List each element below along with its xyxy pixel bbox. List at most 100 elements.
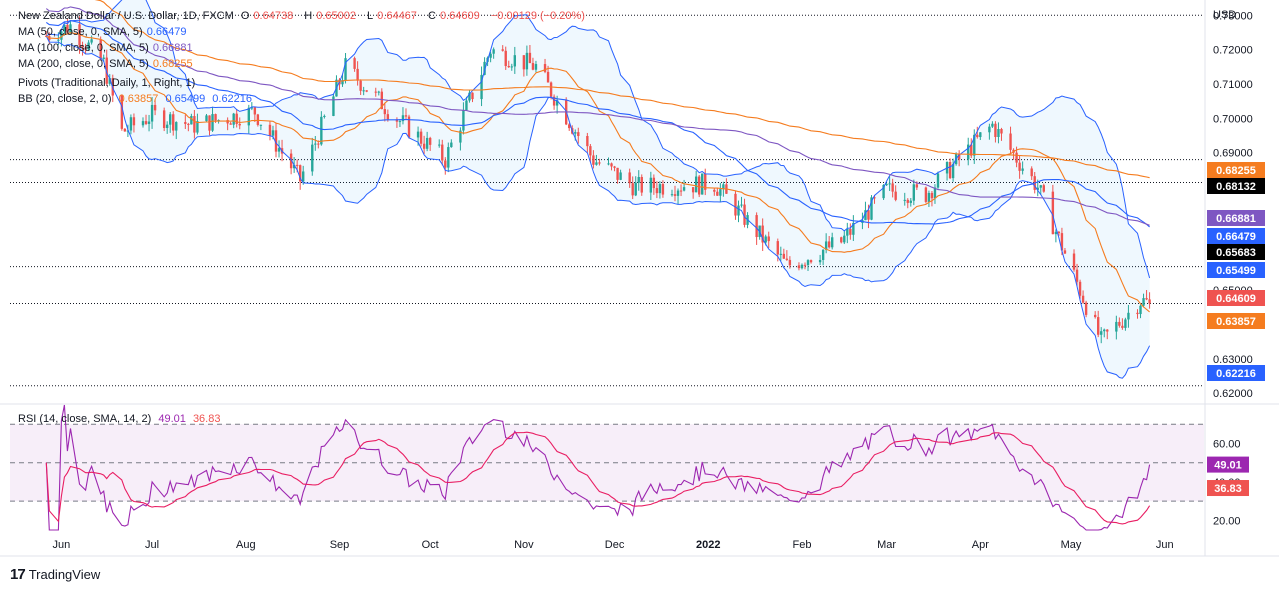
candle-body (172, 114, 175, 131)
candle-body (1097, 317, 1100, 335)
candle-body (719, 189, 722, 196)
candle-body (235, 113, 238, 124)
candle-body (341, 80, 344, 85)
candle-body (105, 57, 108, 84)
candle-body (87, 42, 90, 50)
candle-body (483, 61, 486, 75)
time-axis-label: Jun (53, 539, 71, 551)
candle-body (1100, 331, 1103, 335)
candle-body (193, 116, 196, 133)
candle-body (175, 122, 178, 131)
candle-body (150, 104, 154, 122)
candle-body (682, 187, 686, 191)
ma50-line (45, 20, 1150, 228)
price-tag-bg (1207, 210, 1265, 226)
price-axis-tick: 0.63000 (1213, 354, 1253, 366)
candle-body (818, 259, 822, 263)
candle-body (531, 63, 535, 70)
candle-body (277, 148, 281, 152)
header-legend: New Zealand Dollar / U.S. Dollar, 1D, FX… (18, 9, 589, 24)
candle-body (359, 80, 362, 91)
candle-body (589, 146, 592, 156)
candle-body (165, 124, 169, 128)
candle-body (546, 71, 550, 83)
price-tags: 0.68255 0.68132 0.66881 0.66479 0.65683 0.654… (1207, 162, 1265, 497)
price-tag: 0.63857 (1207, 313, 1265, 329)
candle-body (1142, 298, 1145, 306)
candle-body (320, 116, 323, 145)
footer-brand[interactable]: TradingView (28, 567, 101, 582)
price-tag: 0.65499 (1207, 262, 1265, 278)
rsi-tag-bg (1207, 456, 1249, 473)
price-axis-tick: 0.71000 (1213, 79, 1253, 91)
candle-body (906, 199, 909, 203)
ma200-line (94, 0, 1150, 179)
candle-body (991, 123, 994, 127)
price-tag-bg (1207, 365, 1265, 381)
candle-body (970, 144, 973, 156)
candle-body (208, 115, 211, 131)
candle-body (380, 91, 383, 110)
candle-body (504, 50, 507, 67)
tradingview-logo-icon: 17 (10, 566, 26, 583)
candle-body (90, 39, 93, 43)
candle-body (661, 184, 665, 195)
price-tag-bg (1207, 162, 1265, 178)
candle-body (843, 235, 846, 243)
candle-body (184, 122, 187, 124)
legend-ma50[interactable]: MA (50, close, 0, SMA, 5) 0.66479 (18, 26, 187, 38)
candle-body (1139, 305, 1142, 315)
price-tag-label: 0.64609 (1216, 293, 1256, 305)
candle-body (779, 253, 783, 255)
footer: 17 TradingView (10, 566, 100, 583)
candle-body (398, 121, 402, 123)
candle-body (1000, 129, 1003, 134)
rsi-pane (10, 404, 1204, 531)
candle-body (404, 115, 408, 117)
time-axis-label: Aug (236, 539, 256, 551)
candle-body (256, 114, 260, 125)
legend-ma200[interactable]: MA (200, close, 0, SMA, 5) 0.68255 (18, 58, 193, 70)
candle-body (395, 119, 399, 122)
candle-body (957, 153, 961, 160)
candle-body (84, 47, 87, 50)
candle-body (1060, 233, 1064, 251)
candle-body (292, 164, 296, 169)
legend-rsi[interactable]: RSI (14, close, SMA, 14, 2) 49.01 36.83 (18, 413, 221, 425)
candle-body (552, 96, 556, 106)
candle-body (1127, 312, 1130, 320)
candle-body (268, 124, 272, 136)
candle-body (356, 68, 359, 81)
candle-body (492, 49, 495, 54)
candle-body (69, 24, 72, 33)
rsi-tag-bg (1207, 480, 1249, 497)
price-tag-label: 0.63857 (1216, 316, 1256, 328)
candle-body (1124, 319, 1127, 328)
candle-body (610, 163, 613, 167)
candle-body (694, 176, 698, 193)
legend-ma100[interactable]: MA (100, close, 0, SMA, 5) 0.66881 (18, 42, 193, 54)
candle-body (1078, 281, 1082, 296)
price-tag-label: 0.68255 (1216, 165, 1256, 177)
rsi-tag-label: 36.83 (1214, 483, 1242, 495)
symbol-title[interactable]: New Zealand Dollar / U.S. Dollar, 1D, FX… (18, 10, 234, 22)
price-axis-tick: 0.69000 (1213, 148, 1253, 160)
candle-body (704, 173, 707, 190)
candle-body (211, 114, 214, 131)
candle-body (274, 130, 278, 152)
candle-body (323, 115, 326, 117)
candle-body (108, 78, 111, 84)
time-axis-label: Nov (514, 539, 534, 551)
candle-body (1118, 321, 1121, 326)
candle-body (891, 183, 894, 192)
candle-body (422, 143, 426, 149)
candle-body (141, 121, 145, 126)
candle-body (903, 199, 906, 201)
candle-body (997, 129, 1000, 138)
price-axis-tick: 0.72000 (1213, 45, 1253, 57)
legend-pivots[interactable]: Pivots (Traditional, Daily, 1, Right, 1) (18, 77, 196, 89)
legend-bb[interactable]: BB (20, close, 2, 0) 0.63857 0.65499 0.6… (18, 93, 253, 105)
price-tag-bg (1207, 262, 1265, 278)
grid (0, 0, 1279, 557)
